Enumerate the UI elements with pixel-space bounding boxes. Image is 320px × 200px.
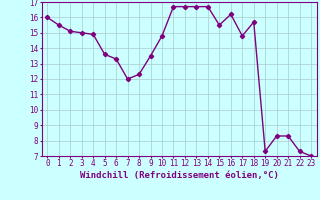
- X-axis label: Windchill (Refroidissement éolien,°C): Windchill (Refroidissement éolien,°C): [80, 171, 279, 180]
